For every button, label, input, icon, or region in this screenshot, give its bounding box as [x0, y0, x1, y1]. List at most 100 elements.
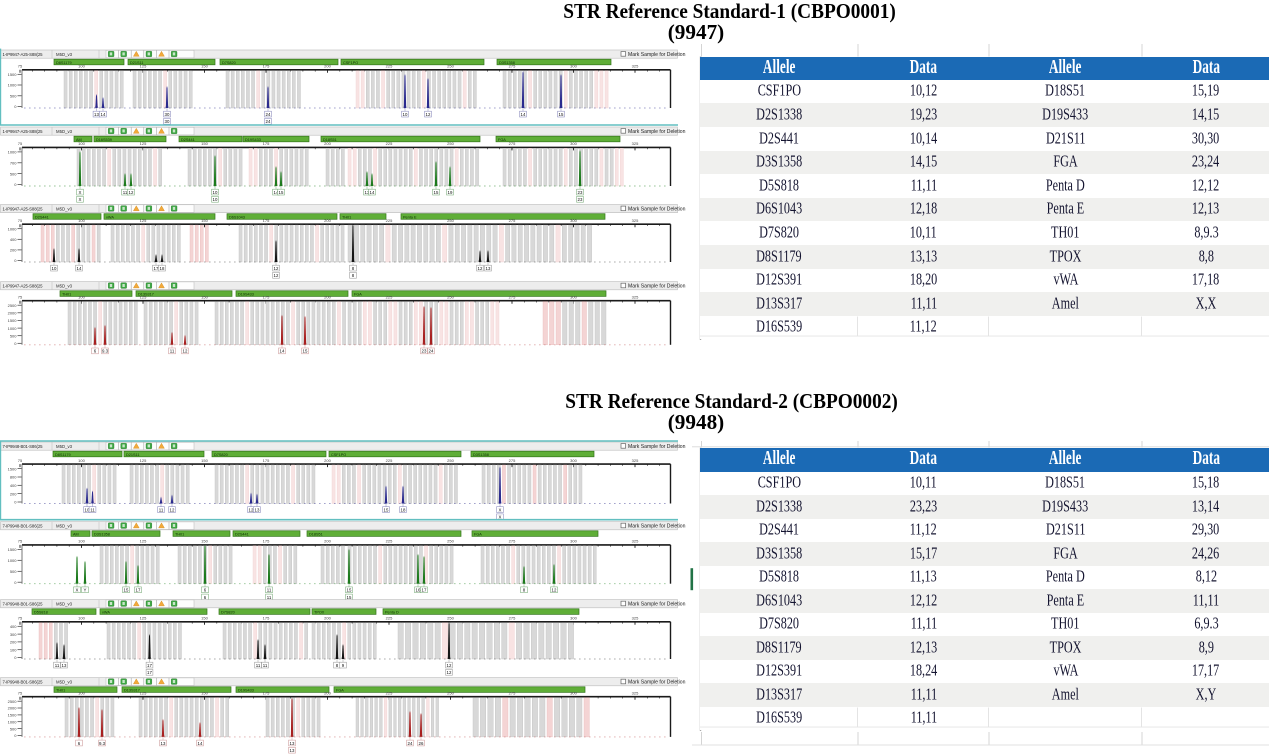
- svg-text:D8S1179: D8S1179: [55, 453, 71, 457]
- svg-text:17: 17: [422, 588, 427, 593]
- svg-text:D6S1043: D6S1043: [229, 215, 245, 219]
- svg-text:14: 14: [274, 190, 279, 195]
- svg-text:X: X: [499, 507, 502, 512]
- svg-text:75: 75: [18, 64, 23, 69]
- svg-text:250: 250: [447, 616, 454, 621]
- svg-text:1000: 1000: [8, 150, 18, 155]
- svg-text:400: 400: [10, 237, 17, 242]
- svg-text:200: 200: [324, 141, 331, 146]
- svg-text:325: 325: [632, 295, 639, 300]
- svg-text:325: 325: [632, 539, 639, 544]
- svg-text:15: 15: [559, 112, 564, 117]
- svg-text:M5D_v3: M5D_v3: [56, 524, 73, 529]
- svg-text:75: 75: [18, 691, 23, 696]
- svg-text:125: 125: [140, 218, 147, 223]
- svg-text:275: 275: [509, 141, 516, 146]
- svg-text:D7S820: D7S820: [214, 453, 228, 457]
- svg-text:vWA: vWA: [106, 215, 114, 219]
- svg-text:12: 12: [447, 670, 452, 675]
- svg-text:Mark Sample for Deletion: Mark Sample for Deletion: [628, 52, 686, 58]
- svg-text:0: 0: [14, 733, 17, 738]
- svg-text:125: 125: [140, 539, 147, 544]
- svg-text:6: 6: [204, 595, 207, 600]
- svg-text:800: 800: [10, 475, 17, 480]
- svg-text:15: 15: [303, 349, 308, 354]
- svg-text:Mark Sample for Deletion: Mark Sample for Deletion: [628, 129, 686, 135]
- svg-text:15: 15: [347, 588, 352, 593]
- svg-text:M5D_v3: M5D_v3: [56, 284, 73, 289]
- svg-text:225: 225: [386, 218, 393, 223]
- svg-text:7-IP9948-B01-S86(25: 7-IP9948-B01-S86(25: [3, 602, 44, 607]
- svg-text:19: 19: [448, 190, 453, 195]
- svg-text:11: 11: [170, 349, 175, 354]
- svg-text:1000: 1000: [8, 226, 18, 231]
- svg-text:125: 125: [140, 691, 147, 696]
- svg-text:250: 250: [447, 539, 454, 544]
- svg-text:150: 150: [201, 539, 208, 544]
- svg-text:225: 225: [386, 295, 393, 300]
- svg-text:100: 100: [78, 64, 85, 69]
- svg-text:2500: 2500: [8, 303, 18, 308]
- svg-text:D19S433: D19S433: [238, 688, 254, 692]
- svg-text:24: 24: [408, 741, 413, 746]
- svg-text:200: 200: [324, 64, 331, 69]
- svg-text:400: 400: [10, 483, 17, 488]
- svg-text:CSF1PO: CSF1PO: [331, 453, 346, 457]
- svg-text:6: 6: [94, 349, 97, 354]
- svg-text:18: 18: [401, 507, 406, 512]
- svg-text:11: 11: [267, 595, 272, 600]
- svg-text:15: 15: [279, 190, 284, 195]
- svg-text:M5D_v3: M5D_v3: [56, 129, 73, 134]
- svg-text:14: 14: [101, 112, 106, 117]
- svg-text:11: 11: [159, 507, 164, 512]
- svg-text:D21S11: D21S11: [130, 61, 143, 65]
- svg-text:175: 175: [263, 539, 270, 544]
- svg-text:CSF1PO: CSF1PO: [343, 61, 358, 65]
- svg-text:100: 100: [78, 141, 85, 146]
- svg-text:1-IP9947-A25-S88(25: 1-IP9947-A25-S88(25: [3, 284, 44, 289]
- svg-text:225: 225: [386, 458, 393, 463]
- svg-text:325: 325: [632, 616, 639, 621]
- svg-text:275: 275: [509, 539, 516, 544]
- svg-text:M5D_v3: M5D_v3: [56, 602, 73, 607]
- svg-text:150: 150: [201, 218, 208, 223]
- svg-text:1-IP9947-A25-S88(25: 1-IP9947-A25-S88(25: [3, 129, 44, 134]
- svg-text:18: 18: [160, 266, 165, 271]
- svg-text:1500: 1500: [8, 466, 18, 471]
- svg-text:23: 23: [422, 349, 427, 354]
- svg-text:D16S539: D16S539: [96, 138, 112, 142]
- svg-text:TH01: TH01: [62, 292, 71, 296]
- svg-text:1-IP9947-A25-S88(25: 1-IP9947-A25-S88(25: [3, 206, 44, 211]
- svg-text:Mark Sample for Deletion: Mark Sample for Deletion: [628, 524, 686, 530]
- svg-text:100: 100: [78, 295, 85, 300]
- svg-text:12: 12: [274, 266, 279, 271]
- svg-text:175: 175: [263, 691, 270, 696]
- svg-text:7-IP9948-B01-S86(25: 7-IP9948-B01-S86(25: [3, 524, 44, 529]
- svg-text:200: 200: [324, 691, 331, 696]
- svg-text:D2S441: D2S441: [235, 532, 249, 536]
- svg-text:D3S1358: D3S1358: [473, 453, 489, 457]
- svg-text:TPOX: TPOX: [314, 610, 325, 614]
- svg-text:D13S317: D13S317: [124, 688, 140, 692]
- svg-text:175: 175: [263, 64, 270, 69]
- svg-text:7-IP9948-B01-S86(25: 7-IP9948-B01-S86(25: [3, 680, 44, 685]
- svg-text:250: 250: [447, 141, 454, 146]
- svg-text:8: 8: [523, 588, 526, 593]
- svg-text:175: 175: [263, 616, 270, 621]
- svg-text:Y: Y: [84, 588, 87, 593]
- svg-text:24: 24: [429, 349, 434, 354]
- svg-text:325: 325: [632, 218, 639, 223]
- svg-text:150: 150: [201, 458, 208, 463]
- svg-text:Penta E: Penta E: [403, 215, 417, 219]
- svg-text:16: 16: [416, 588, 421, 593]
- svg-text:100: 100: [78, 458, 85, 463]
- svg-text:500: 500: [10, 726, 17, 731]
- svg-text:150: 150: [201, 64, 208, 69]
- svg-text:13: 13: [94, 112, 99, 117]
- svg-text:11: 11: [55, 663, 60, 668]
- svg-text:500: 500: [10, 171, 17, 176]
- svg-text:200: 200: [10, 640, 17, 645]
- svg-text:150: 150: [201, 691, 208, 696]
- svg-text:275: 275: [509, 295, 516, 300]
- svg-text:15: 15: [124, 588, 129, 593]
